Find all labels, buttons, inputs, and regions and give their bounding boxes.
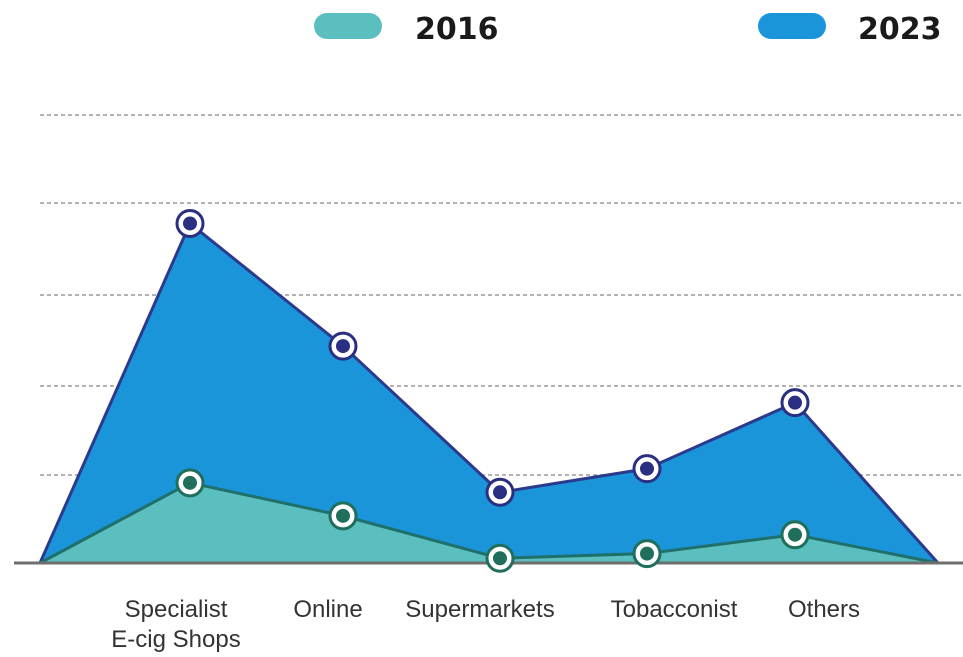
point-2016-online <box>328 501 358 531</box>
area-2016 <box>38 481 940 565</box>
point-2016-tobacconist <box>632 539 662 569</box>
x-label-tobacconist: Tobacconist <box>611 596 738 623</box>
legend-label-2016: 2016 <box>415 12 499 47</box>
legend: 2016 2023 <box>314 12 942 47</box>
x-label-others: Others <box>788 596 860 623</box>
series-markers <box>175 208 810 573</box>
point-2023-online <box>328 331 358 361</box>
legend-swatch-2023 <box>758 13 826 39</box>
legend-label-2023: 2023 <box>858 12 942 47</box>
point-2016-others <box>780 520 810 550</box>
point-2023-tobacconist <box>632 454 662 484</box>
legend-item-2016: 2016 <box>314 12 499 47</box>
x-label-specialist-e-cig-shops: Specialist E-cig Shops <box>111 596 240 653</box>
point-2023-supermarkets <box>485 477 515 507</box>
legend-swatch-2016 <box>314 13 382 39</box>
legend-item-2023: 2023 <box>758 12 942 47</box>
point-2016-specialist-e-cig-shops <box>175 468 205 498</box>
point-2023-specialist-e-cig-shops <box>175 208 205 238</box>
point-2016-supermarkets <box>485 543 515 573</box>
area-2023 <box>38 221 940 565</box>
x-axis-labels: Specialist E-cig Shops Online Supermarkets T… <box>111 596 860 653</box>
point-2023-others <box>780 388 810 418</box>
x-label-online: Online <box>293 596 362 623</box>
x-label-supermarkets: Supermarkets <box>405 596 554 623</box>
series-areas <box>38 221 940 565</box>
